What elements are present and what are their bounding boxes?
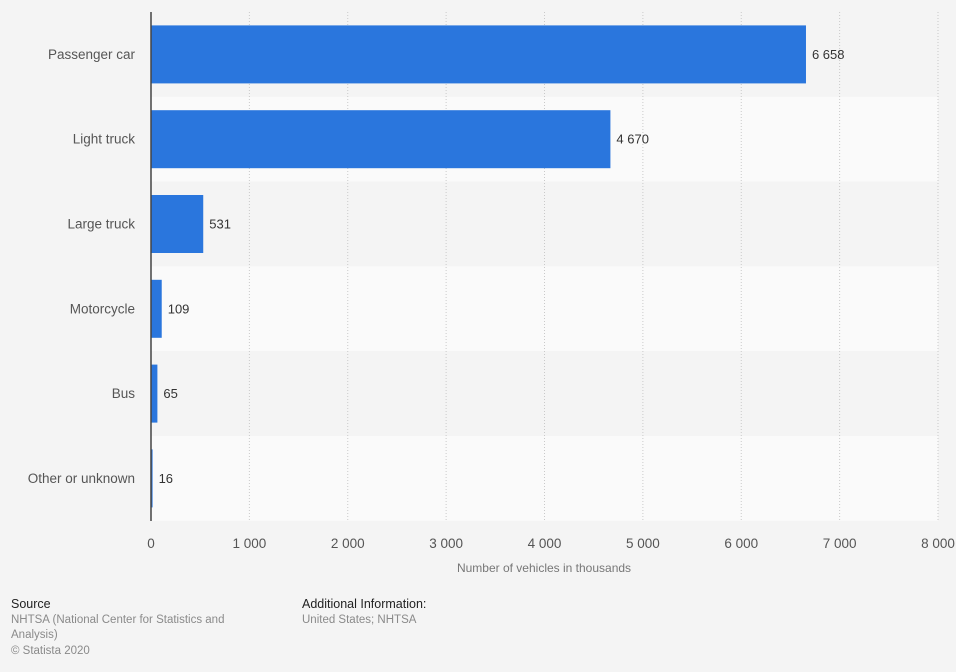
tick-label: 2 000 [331,536,365,551]
tick-label: 6 000 [724,536,758,551]
source-heading: Source [11,597,51,611]
bar [151,110,611,169]
value-labels: 6 658 4 670 531 109 65 16 [159,47,845,486]
bar-chart: 6 658 4 670 531 109 65 16 Passenger car Light … [28,12,955,575]
bar [151,195,204,253]
category-label: Motorcycle [70,301,135,316]
source-line: Analysis) [11,629,58,641]
tick-label: 8 000 [921,536,955,551]
info-heading: Additional Information: [302,597,427,611]
category-label: Passenger car [48,47,136,62]
category-label: Large truck [67,217,135,232]
bar [151,25,806,84]
tick-label: 4 000 [528,536,562,551]
value-label: 16 [159,471,173,486]
value-label: 6 658 [812,47,845,62]
value-label: 4 670 [616,132,649,147]
bar [151,364,158,423]
bars [151,25,806,508]
value-label: 65 [163,386,177,401]
footer-source: Source NHTSA (National Center for Statis… [11,597,261,659]
tick-label: 3 000 [429,536,463,551]
tick-label: 0 [147,536,155,551]
tick-label: 1 000 [232,536,266,551]
row-band [151,436,938,521]
tick-label: 7 000 [823,536,857,551]
category-labels: Passenger car Light truck Large truck Motor… [28,47,136,486]
source-line: NHTSA (National Center for Statistics an… [11,613,225,626]
value-label: 109 [168,301,190,316]
bar [151,279,162,338]
value-label: 531 [209,217,231,232]
row-band [151,181,938,267]
category-label: Bus [112,386,136,401]
tick-label: 5 000 [626,536,660,551]
row-band [151,266,938,352]
category-label: Light truck [73,132,136,147]
grid-lines [248,12,939,521]
info-text: United States; NHTSA [302,613,417,626]
bar [151,449,153,508]
source-line: © Statista 2020 [11,644,90,657]
x-axis-label: Number of vehicles in thousands [457,561,631,575]
tick-labels: 0 1 000 2 000 3 000 4 000 5 000 6 000 7 000 8 00… [147,536,955,551]
category-label: Other or unknown [28,471,135,486]
footer-additional-info: Additional Information: United States; N… [302,597,602,628]
